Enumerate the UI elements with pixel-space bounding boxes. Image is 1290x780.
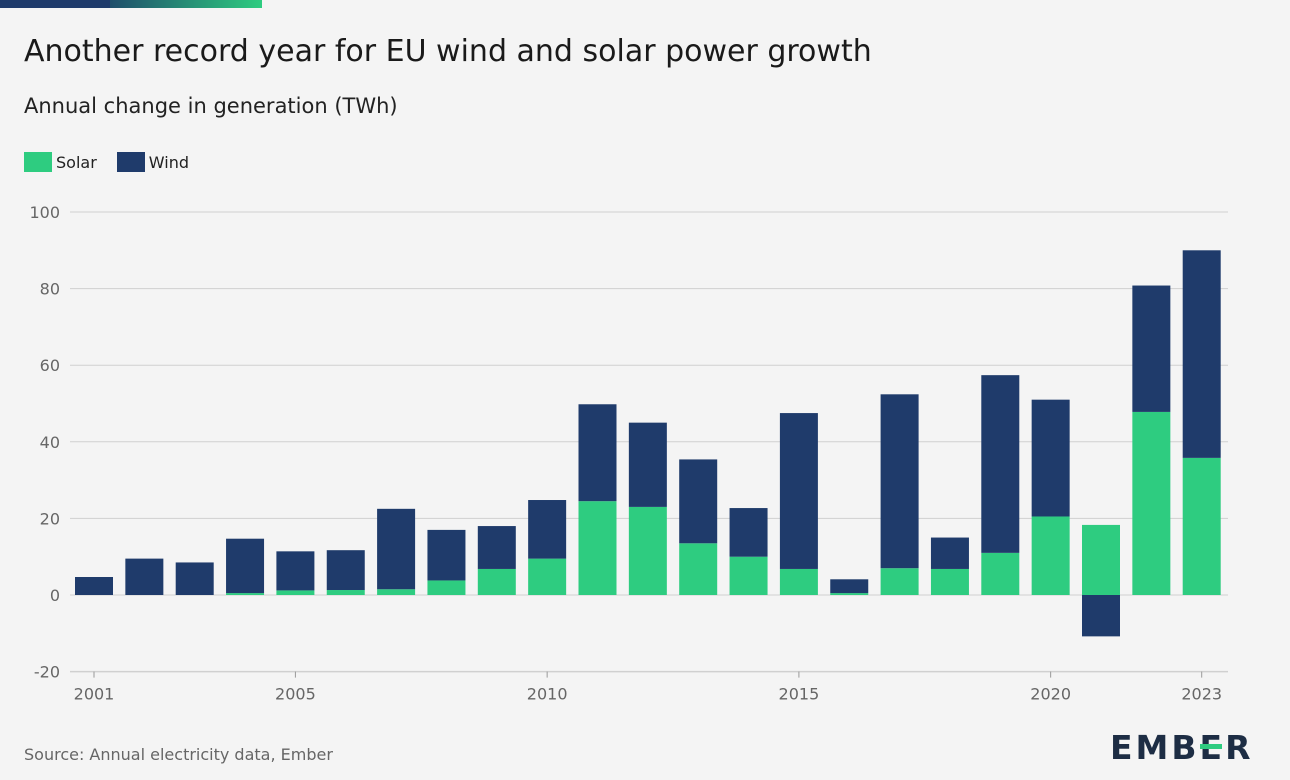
- bar-wind-2017: [880, 394, 919, 569]
- bar-wind-2007: [377, 508, 416, 590]
- bar-solar-2006: [326, 590, 365, 595]
- bar-wind-2013: [679, 459, 718, 544]
- x-tick-label: 2010: [527, 685, 568, 704]
- x-tick-label: 2005: [275, 685, 316, 704]
- chart-subtitle: Annual change in generation (TWh): [24, 94, 398, 118]
- bar-solar-2021: [1082, 524, 1120, 595]
- y-tick-label: 60: [40, 356, 60, 375]
- bar-wind-2011: [578, 404, 617, 502]
- y-tick-label: -20: [34, 663, 60, 682]
- legend: Solar Wind: [24, 152, 209, 172]
- bar-wind-2002: [125, 558, 164, 595]
- legend-label-solar: Solar: [56, 152, 97, 172]
- bar-solar-2016: [830, 593, 869, 595]
- legend-item-wind: Wind: [116, 152, 189, 172]
- x-tick-label: 2001: [74, 685, 115, 704]
- bar-solar-2013: [679, 543, 718, 595]
- chart-title: Another record year for EU wind and sola…: [24, 34, 872, 69]
- accent-bar-gradient: [110, 0, 262, 8]
- bar-wind-2012: [628, 422, 667, 507]
- bar-solar-2010: [528, 558, 567, 595]
- bar-wind-2003: [175, 562, 214, 595]
- bar-solar-2018: [930, 568, 969, 595]
- bar-solar-2014: [729, 556, 768, 595]
- bar-wind-2019: [981, 375, 1020, 553]
- legend-swatch-solar: [24, 152, 52, 172]
- legend-item-solar: Solar: [24, 152, 97, 172]
- bar-wind-2008: [427, 529, 466, 581]
- bar-solar-2017: [880, 568, 919, 595]
- top-accent-bar: [0, 0, 262, 8]
- bar-solar-2011: [578, 501, 617, 595]
- bar-wind-2014: [729, 508, 768, 557]
- bar-solar-2007: [377, 589, 416, 595]
- bar-wind-2022: [1132, 285, 1171, 412]
- bar-solar-2004: [226, 593, 265, 595]
- bar-wind-2006: [326, 550, 365, 591]
- bar-solar-2012: [628, 506, 667, 595]
- bar-wind-2020: [1031, 399, 1070, 517]
- bar-solar-2019: [981, 552, 1020, 595]
- x-tick-label: 2015: [779, 685, 820, 704]
- legend-label-wind: Wind: [148, 152, 189, 172]
- bar-wind-2010: [528, 500, 567, 559]
- bar-wind-2021: [1082, 595, 1120, 637]
- bar-wind-2016: [830, 579, 869, 594]
- bar-wind-2018: [930, 537, 969, 569]
- y-tick-label: 80: [40, 280, 60, 299]
- legend-swatch-wind: [116, 152, 145, 172]
- bar-solar-2005: [276, 590, 315, 595]
- bar-wind-2004: [226, 538, 265, 594]
- accent-bar-dark: [0, 0, 110, 8]
- ember-logo: EMBER: [1110, 728, 1254, 767]
- bar-wind-2001: [75, 576, 113, 595]
- y-tick-label: 40: [40, 433, 60, 452]
- bar-solar-2020: [1031, 516, 1070, 595]
- bar-solar-2023: [1182, 457, 1221, 595]
- bar-wind-2023: [1182, 250, 1221, 458]
- source-note: Source: Annual electricity data, Ember: [24, 745, 333, 764]
- x-tick-label: 2020: [1030, 685, 1071, 704]
- bar-wind-2005: [276, 551, 315, 591]
- bar-wind-2009: [477, 526, 516, 569]
- x-tick-label: 2023: [1181, 685, 1222, 704]
- bar-solar-2015: [779, 568, 818, 595]
- bar-solar-2022: [1132, 411, 1171, 595]
- y-tick-label: 0: [50, 586, 60, 605]
- y-tick-label: 100: [29, 203, 60, 222]
- bar-solar-2008: [427, 580, 466, 595]
- y-tick-label: 20: [40, 509, 60, 528]
- bar-wind-2015: [779, 413, 818, 569]
- bar-solar-2009: [477, 568, 516, 595]
